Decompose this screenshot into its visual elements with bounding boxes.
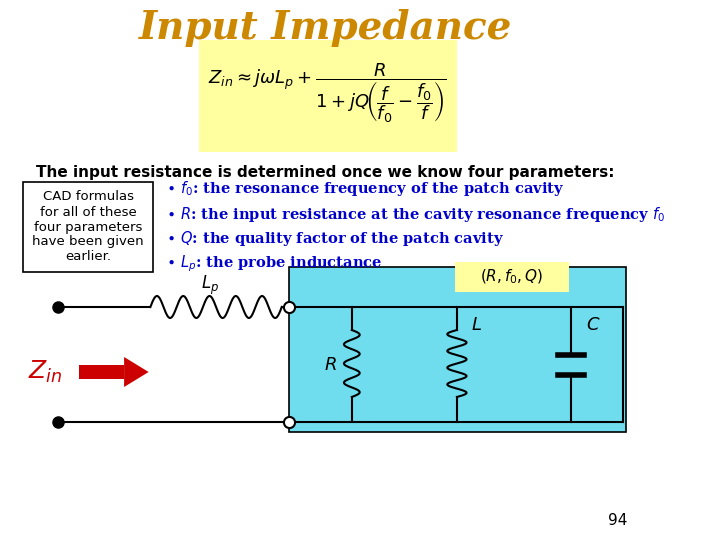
Text: $\bullet$ $f_0$: the resonance frequency of the patch cavity: $\bullet$ $f_0$: the resonance frequency… — [166, 179, 564, 199]
Text: $R$: $R$ — [325, 356, 337, 374]
Text: Input Impedance: Input Impedance — [139, 9, 512, 47]
Text: 94: 94 — [608, 513, 628, 528]
Text: $Z_{in}$: $Z_{in}$ — [28, 359, 63, 385]
Text: $\bullet$ $R$: the input resistance at the cavity resonance frequency $f_0$: $\bullet$ $R$: the input resistance at t… — [166, 205, 665, 224]
Text: The input resistance is determined once we know four parameters:: The input resistance is determined once … — [36, 165, 615, 179]
Polygon shape — [124, 357, 148, 387]
Text: CAD formulas
for all of these
four parameters
have been given
earlier.: CAD formulas for all of these four param… — [32, 191, 144, 264]
Bar — [23, 182, 153, 272]
Text: $\bullet$ $Q$: the quality factor of the patch cavity: $\bullet$ $Q$: the quality factor of the… — [166, 230, 504, 248]
Bar — [199, 40, 457, 152]
Bar — [78, 365, 124, 379]
Text: $Z_{in} \approx j\omega L_p + \dfrac{R}{1 + jQ\!\left(\dfrac{f}{f_0} - \dfrac{f_: $Z_{in} \approx j\omega L_p + \dfrac{R}{… — [208, 61, 446, 125]
Text: $L_p$: $L_p$ — [201, 273, 219, 296]
Text: $C$: $C$ — [586, 316, 600, 334]
Text: $(R, f_0, Q)$: $(R, f_0, Q)$ — [480, 268, 544, 286]
Text: $L$: $L$ — [471, 316, 482, 334]
Text: $\bullet$ $L_p$: the probe inductance: $\bullet$ $L_p$: the probe inductance — [166, 254, 382, 274]
Bar — [455, 262, 569, 292]
Bar — [289, 267, 626, 432]
